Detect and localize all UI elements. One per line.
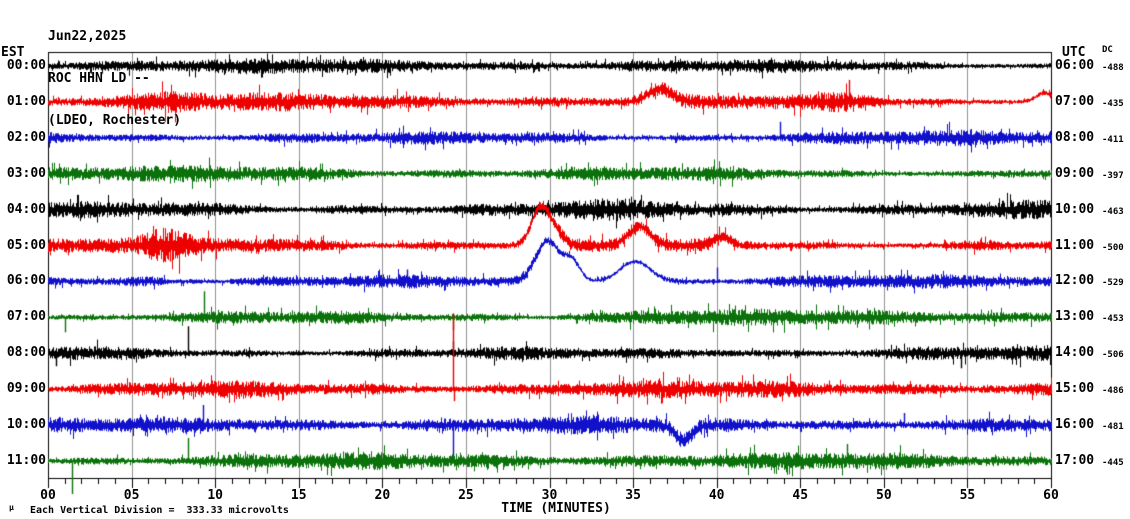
utc-label-row-4: 10:00 xyxy=(1055,201,1095,217)
utc-label-row-7: 13:00 xyxy=(1055,309,1095,325)
x-tick-label-30: 30 xyxy=(541,488,558,503)
x-axis-title: TIME (MINUTES) xyxy=(501,501,611,516)
utc-label-row-2: 08:00 xyxy=(1055,129,1095,145)
dc-value-row-9: -486 xyxy=(1102,386,1124,397)
utc-label-row-0: 06:00 xyxy=(1055,58,1095,73)
est-label-row-9: 09:00 xyxy=(6,381,46,397)
dc-value-row-7: -453 xyxy=(1102,314,1124,325)
x-tick-label-00: 00 xyxy=(40,488,56,503)
est-label-row-2: 02:00 xyxy=(6,129,46,145)
utc-label-row-10: 16:00 xyxy=(1055,417,1095,433)
est-label-row-0: 00:00 xyxy=(6,58,46,73)
scale-note: Each Vertical Division = 333.33 microvol… xyxy=(30,505,289,516)
dc-value-row-1: -435 xyxy=(1102,98,1124,109)
est-label-row-1: 01:00 xyxy=(6,93,46,109)
est-label-row-3: 03:00 xyxy=(6,165,46,181)
utc-label-row-11: 17:00 xyxy=(1055,452,1095,468)
est-label-row-7: 07:00 xyxy=(6,309,46,325)
left-axis-header: EST xyxy=(1,45,25,60)
utc-label-row-9: 15:00 xyxy=(1055,381,1095,397)
dc-value-row-6: -529 xyxy=(1102,278,1124,289)
x-tick-label-20: 20 xyxy=(374,488,391,503)
x-tick-label-05: 05 xyxy=(123,488,140,503)
est-label-row-8: 08:00 xyxy=(6,345,46,361)
dc-value-row-2: -411 xyxy=(1102,134,1124,145)
dc-value-row-11: -445 xyxy=(1102,457,1124,468)
utc-label-row-8: 14:00 xyxy=(1055,345,1095,361)
x-tick-label-60: 60 xyxy=(1043,488,1059,503)
x-tick-label-35: 35 xyxy=(625,488,641,503)
right-axis-header: UTC xyxy=(1062,45,1086,60)
x-tick-label-50: 50 xyxy=(876,488,892,503)
title-date: Jun22,2025 xyxy=(48,29,127,44)
x-tick-label-25: 25 xyxy=(458,488,474,503)
est-label-row-4: 04:00 xyxy=(6,201,46,217)
x-tick-label-55: 55 xyxy=(959,488,976,503)
utc-label-row-1: 07:00 xyxy=(1055,93,1095,109)
title-network: (LDEO, Rochester) xyxy=(48,113,182,128)
dc-value-row-3: -397 xyxy=(1102,170,1124,181)
dc-value-row-5: -500 xyxy=(1102,242,1124,253)
dc-value-row-8: -506 xyxy=(1102,350,1124,361)
dc-value-row-4: -463 xyxy=(1102,206,1124,217)
utc-label-row-6: 12:00 xyxy=(1055,273,1095,289)
title-station: ROC HHN LD -- xyxy=(48,71,150,86)
utc-label-row-5: 11:00 xyxy=(1055,237,1095,253)
utc-label-row-3: 09:00 xyxy=(1055,165,1095,181)
title-block: Jun22,2025 ROC HHN LD -- (LDEO, Rocheste… xyxy=(48,2,181,156)
dc-value-row-0: -488 xyxy=(1102,63,1124,73)
dc-value-row-10: -481 xyxy=(1102,422,1124,433)
est-label-row-5: 05:00 xyxy=(6,237,46,253)
x-tick-label-40: 40 xyxy=(708,488,725,503)
est-label-row-6: 06:00 xyxy=(6,273,46,289)
corner-mark: µ xyxy=(9,503,14,512)
est-label-row-11: 11:00 xyxy=(6,452,46,468)
x-tick-label-45: 45 xyxy=(792,488,809,503)
x-tick-label-10: 10 xyxy=(207,488,223,503)
dc-column-header: DC xyxy=(1102,45,1113,55)
est-label-row-10: 10:00 xyxy=(6,417,46,433)
x-tick-label-15: 15 xyxy=(290,488,307,503)
